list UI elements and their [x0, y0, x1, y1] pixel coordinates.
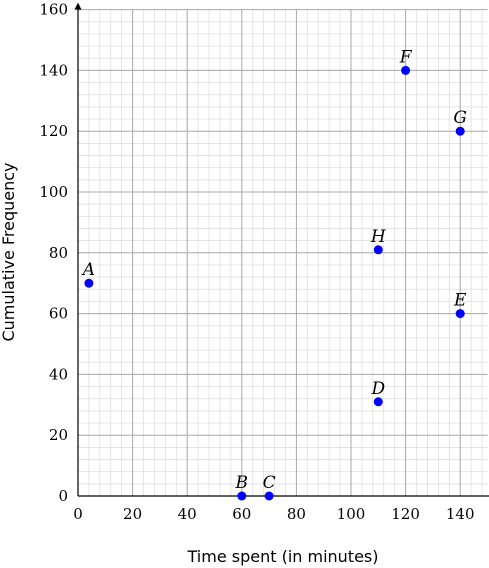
data-point-F — [401, 65, 411, 75]
y-tick-label: 60 — [49, 305, 68, 323]
y-tick-label: 80 — [49, 244, 68, 262]
point-label-E: E — [453, 291, 467, 311]
data-point-G — [455, 126, 465, 136]
y-axis-label: Cumulative Frequency — [0, 162, 18, 341]
point-label-C: C — [263, 473, 276, 493]
x-axis-label: Time spent (in minutes) — [187, 547, 379, 566]
x-tick-label: 140 — [446, 505, 475, 523]
y-tick-label: 120 — [39, 122, 68, 140]
x-tick-label: 60 — [232, 505, 251, 523]
y-tick-label: 160 — [39, 1, 68, 19]
y-tick-labels: 0 20 40 60 80 100 120 140 160 — [39, 1, 68, 505]
point-label-A: A — [81, 260, 95, 280]
data-point-A — [84, 278, 94, 288]
point-label-D: D — [370, 379, 385, 399]
point-label-B: B — [235, 473, 249, 493]
data-point-D — [373, 397, 383, 407]
y-tick-label: 140 — [39, 61, 68, 79]
axes — [74, 2, 489, 497]
y-tick-label: 100 — [39, 183, 68, 201]
x-tick-label: 40 — [178, 505, 197, 523]
x-tick-label: 120 — [391, 505, 420, 523]
y-axis-arrowhead — [74, 2, 82, 10]
point-label-F: F — [399, 47, 413, 67]
y-tick-label: 40 — [49, 365, 68, 383]
x-tick-label: 20 — [123, 505, 142, 523]
x-tick-labels: 0 20 40 60 80 100 120 140 — [73, 505, 474, 523]
y-tick-label: 0 — [58, 487, 68, 505]
data-points: A B C D E F G H — [81, 47, 467, 501]
data-point-B — [237, 491, 247, 501]
data-point-E — [455, 309, 465, 319]
x-tick-label: 100 — [337, 505, 366, 523]
x-tick-label: 80 — [287, 505, 306, 523]
x-tick-label: 0 — [73, 505, 83, 523]
data-point-C — [264, 491, 274, 501]
data-point-H — [373, 245, 383, 255]
point-label-H: H — [370, 227, 387, 247]
y-tick-label: 20 — [49, 426, 68, 444]
point-label-G: G — [453, 108, 467, 128]
